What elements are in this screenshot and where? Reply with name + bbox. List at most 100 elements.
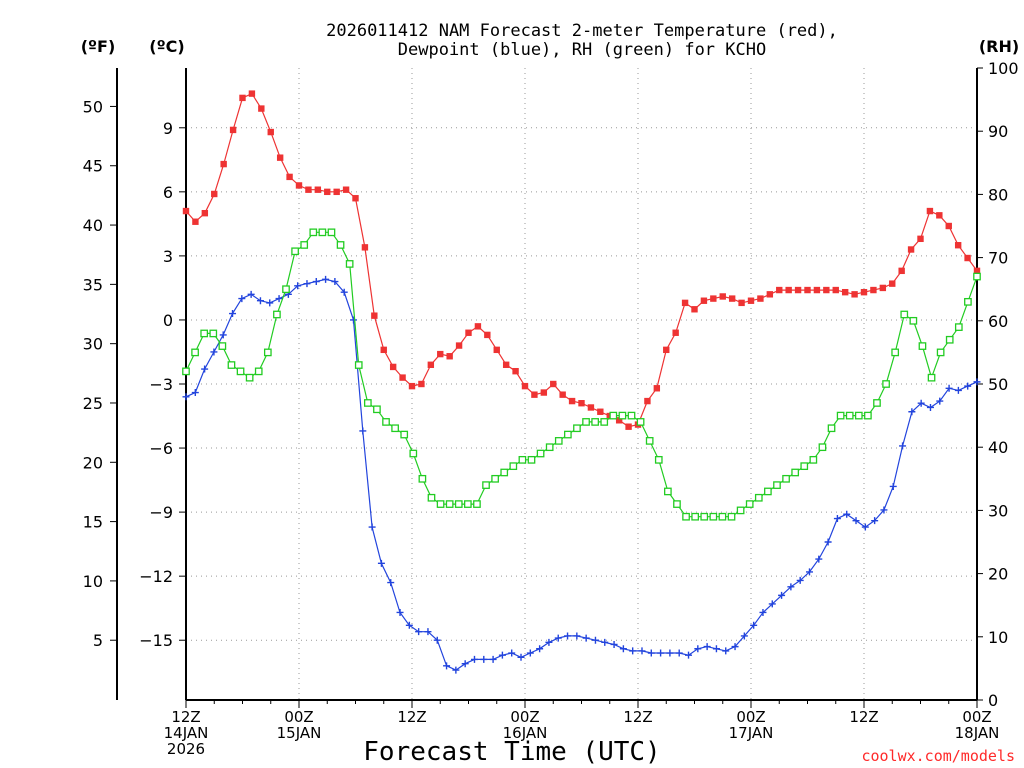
temperature-point: [239, 94, 246, 102]
temperature-point: [352, 195, 359, 202]
temperature-point: [220, 160, 227, 168]
dewpoint-point: [340, 288, 348, 296]
dewpoint-point: [470, 655, 478, 663]
rh-point: [964, 297, 972, 306]
temperature-point: [455, 342, 463, 349]
dewpoint-point: [303, 280, 311, 288]
rh-point: [345, 260, 354, 268]
dewpoint-point: [703, 643, 711, 651]
rh-point: [282, 285, 290, 294]
rh-series: [182, 228, 981, 521]
dewpoint-point: [191, 389, 199, 397]
temperature-point: [653, 385, 661, 392]
rh-point: [454, 500, 463, 508]
temperature-point: [644, 397, 651, 405]
rh-point: [482, 481, 490, 489]
rh-tick-label: 0: [988, 691, 998, 710]
dewpoint-point: [498, 651, 506, 659]
temperature-point: [182, 207, 190, 215]
rh-point: [836, 411, 845, 420]
rh-point: [573, 424, 581, 433]
celsius-tick-label: 9: [163, 119, 173, 138]
temperature-point: [889, 280, 896, 287]
temperature-point: [785, 286, 792, 294]
dewpoint-point: [405, 621, 413, 629]
rh-tick-label: 90: [988, 122, 1008, 141]
temperature-point: [757, 295, 764, 302]
dewpoint-point: [722, 647, 730, 655]
dewpoint-point: [564, 632, 572, 640]
dewpoint-point: [582, 634, 590, 642]
rh-point: [727, 512, 736, 521]
rh-point: [800, 462, 809, 471]
fahrenheit-tick-label: 35: [83, 275, 103, 294]
dewpoint-point: [359, 427, 367, 435]
rh-tick-label: 10: [988, 628, 1008, 647]
temperature-point: [512, 367, 519, 375]
temperature-point: [201, 209, 209, 217]
dewpoint-point: [452, 666, 460, 674]
temperature-point: [823, 286, 830, 294]
temperature-point: [248, 90, 256, 97]
time-tick-label: 12Z: [849, 708, 878, 726]
temperature-point: [663, 346, 670, 354]
temperature-point: [681, 299, 689, 307]
fahrenheit-ticks: 50 45 40 35 30 25 20 15 10 5: [83, 97, 117, 650]
temperature-point: [550, 380, 557, 388]
chart-title-line2: Dewpoint (blue), RH (green) for KCHO: [398, 40, 766, 60]
time-tick-label: 15JAN: [277, 724, 322, 742]
fahrenheit-tick-label: 45: [83, 157, 103, 176]
rh-point: [791, 468, 800, 477]
dewpoint-point: [610, 640, 618, 648]
rh-point: [391, 424, 399, 433]
dewpoint-point: [973, 378, 981, 386]
dewpoint-point: [433, 636, 441, 644]
dewpoint-point: [377, 559, 385, 567]
temperature-point: [502, 361, 510, 368]
temperature-point: [672, 329, 679, 336]
temperature-point: [945, 222, 952, 230]
temperature-point: [691, 306, 698, 313]
fahrenheit-tick-label: 25: [83, 394, 103, 413]
temperature-point: [192, 218, 199, 225]
dewpoint-point: [554, 634, 562, 642]
dewpoint-point: [908, 408, 916, 416]
dewpoint-point: [387, 579, 395, 587]
fahrenheit-tick-label: 5: [93, 631, 103, 650]
rh-point: [373, 405, 381, 414]
dewpoint-point: [685, 651, 693, 659]
temperature-point: [484, 331, 491, 339]
dewpoint-point: [536, 645, 544, 653]
rh-point: [473, 500, 481, 508]
temperature-point: [286, 173, 293, 181]
rh-point: [191, 348, 199, 357]
temperature-point: [870, 286, 877, 294]
rh-point: [718, 512, 727, 521]
rh-line: [185, 231, 978, 518]
dewpoint-point: [489, 655, 497, 663]
fahrenheit-tick-label: 50: [83, 97, 103, 116]
dewpoint-point: [508, 649, 516, 657]
fahrenheit-tick-label: 20: [83, 453, 103, 472]
temperature-point: [841, 288, 849, 296]
rh-point: [509, 462, 518, 471]
temperature-point: [860, 288, 868, 296]
rh-point: [664, 487, 672, 496]
dewpoint-point: [861, 523, 869, 531]
temperature-point: [399, 374, 406, 381]
rh-point: [609, 411, 618, 420]
dewpoint-point: [833, 515, 841, 523]
temperature-point: [879, 284, 887, 292]
dewpoint-point: [889, 482, 897, 490]
rh-point: [818, 443, 827, 452]
dewpoint-point: [350, 316, 358, 324]
celsius-tick-label: −15: [139, 631, 173, 650]
rh-point: [464, 500, 472, 508]
dewpoint-point: [312, 278, 320, 286]
dewpoint-point: [936, 397, 944, 405]
rh-point: [973, 272, 981, 281]
rh-tick-label: 30: [988, 501, 1008, 520]
temperature-point: [305, 186, 312, 193]
celsius-tick-label: 6: [163, 183, 173, 202]
